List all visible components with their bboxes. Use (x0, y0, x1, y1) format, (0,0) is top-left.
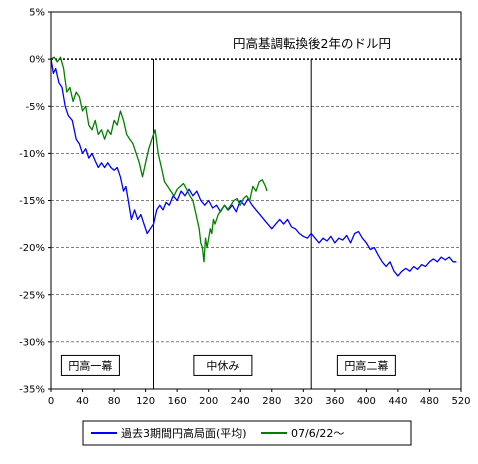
x-tick-label: 160 (168, 396, 187, 407)
series-layer (50, 56, 457, 277)
y-tick-label: 0% (29, 55, 45, 66)
x-tick-label: 520 (451, 396, 470, 407)
phase-label: 円高一幕 (68, 358, 112, 372)
y-tick-label: -5% (26, 102, 45, 113)
grid (51, 58, 461, 343)
x-tick-label: 320 (294, 396, 313, 407)
y-tick-label: -35% (19, 385, 45, 396)
x-tick-label: 0 (48, 396, 54, 407)
x-tick-label: 360 (325, 396, 344, 407)
phase-labels: 円高一幕 中休み 円高二幕 (60, 354, 396, 376)
x-tick-label: 440 (388, 396, 407, 407)
axes: 5% 0% -5% -10% -15% -20% -25% -30% -35%0 40 80 120 1… (19, 8, 470, 408)
y-tick-label: -20% (19, 243, 45, 254)
y-tick-label: 5% (29, 8, 45, 19)
y-tick-label: -25% (19, 290, 45, 301)
x-tick-label: 120 (136, 396, 155, 407)
chart-title: 円高基調転換後2年のドル円 (233, 36, 391, 51)
x-tick-label: 480 (420, 396, 439, 407)
x-tick-label: 40 (76, 396, 89, 407)
x-tick-label: 240 (231, 396, 250, 407)
series-line-1 (50, 58, 457, 277)
legend-label: 07/6/22～ (291, 427, 344, 440)
phase-label-box (336, 354, 396, 376)
y-tick-label: -30% (19, 337, 45, 348)
x-tick-label: 200 (199, 396, 218, 407)
phase-label-box (60, 354, 120, 376)
phase-label: 円高二幕 (344, 358, 388, 372)
legend-label: 過去3期間円高局面(平均) (121, 426, 247, 440)
x-tick-label: 400 (357, 396, 376, 407)
x-tick-label: 80 (108, 396, 121, 407)
phase-label: 中休み (206, 359, 239, 372)
x-tick-label: 280 (262, 396, 281, 407)
legend: 過去3期間円高局面(平均) 07/6/22～ (82, 420, 412, 446)
series-line-2 (50, 56, 268, 263)
y-tick-label: -15% (19, 196, 45, 207)
y-tick-label: -10% (19, 149, 45, 160)
legend-box (82, 420, 412, 446)
phase-label-box (193, 354, 253, 376)
